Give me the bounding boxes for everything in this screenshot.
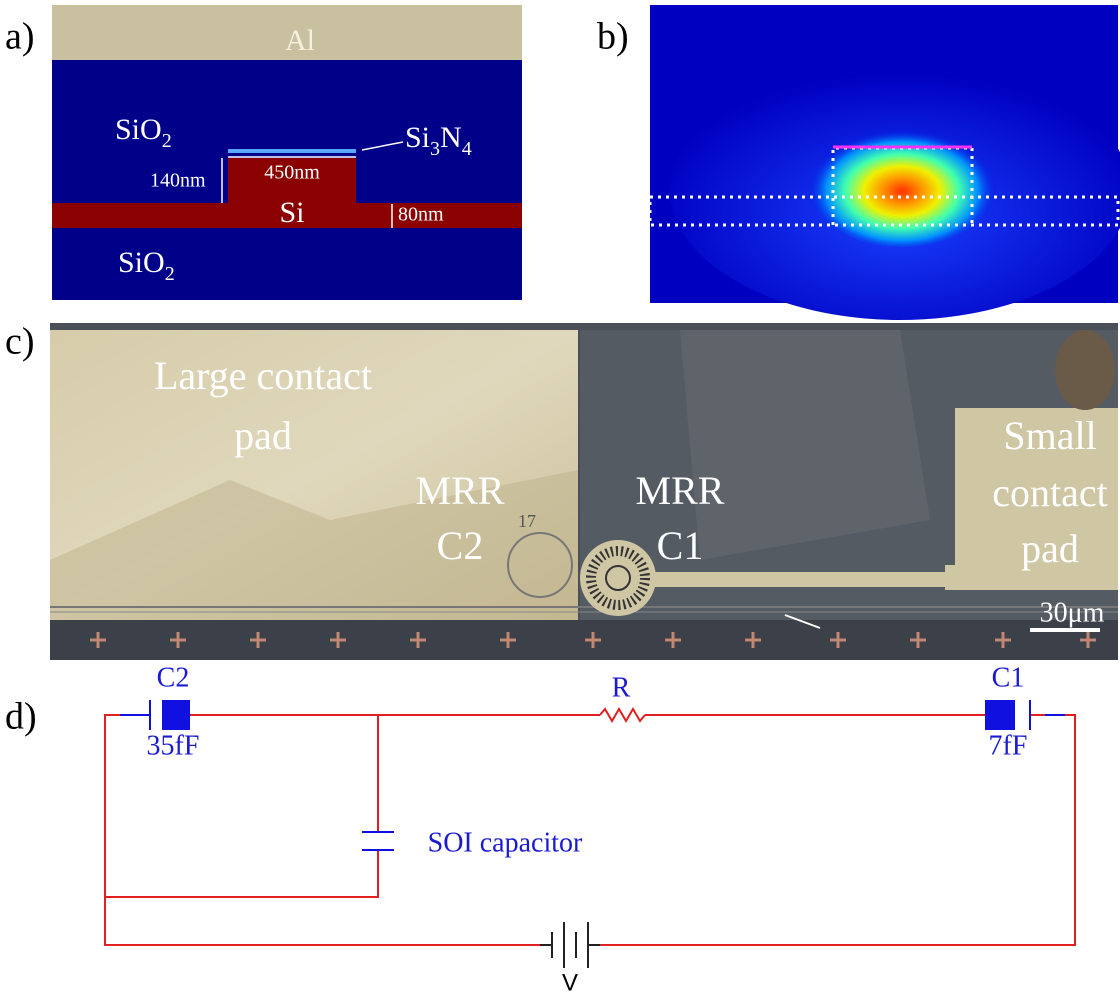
label: Large contact xyxy=(154,353,372,398)
label: SOI capacitor xyxy=(428,827,583,858)
label: C2 xyxy=(437,523,484,568)
figure: a) Al SiO2 Si3N4 140nm 450nm Si 80nm SiO… xyxy=(0,0,1120,995)
label: MRR xyxy=(416,468,505,513)
label: contact xyxy=(992,470,1108,515)
scale-bar-label: 30μm xyxy=(1040,597,1105,628)
label: C1 xyxy=(657,523,704,568)
label: 80nm xyxy=(398,204,444,226)
panel-label: d) xyxy=(5,696,37,738)
label: 140nm xyxy=(150,170,206,192)
panel-label: c) xyxy=(5,321,35,363)
label: pad xyxy=(234,413,292,458)
label: Si xyxy=(279,196,304,229)
panel-label: b) xyxy=(597,16,629,58)
label: 7fF xyxy=(989,730,1028,761)
circuit xyxy=(105,700,1075,968)
label: pad xyxy=(1021,526,1079,571)
label: 35fF xyxy=(147,730,200,761)
mode-profile xyxy=(650,5,1120,320)
label: Small xyxy=(1003,413,1096,458)
label: C2 xyxy=(157,662,190,693)
label: C1 xyxy=(992,662,1025,693)
panel-label: a) xyxy=(5,16,35,58)
label: R xyxy=(612,672,631,703)
label: Al xyxy=(285,24,315,57)
label: MRR xyxy=(636,468,725,513)
label: 17 xyxy=(518,511,536,531)
label: V xyxy=(562,969,578,995)
label: 450nm xyxy=(264,162,320,184)
